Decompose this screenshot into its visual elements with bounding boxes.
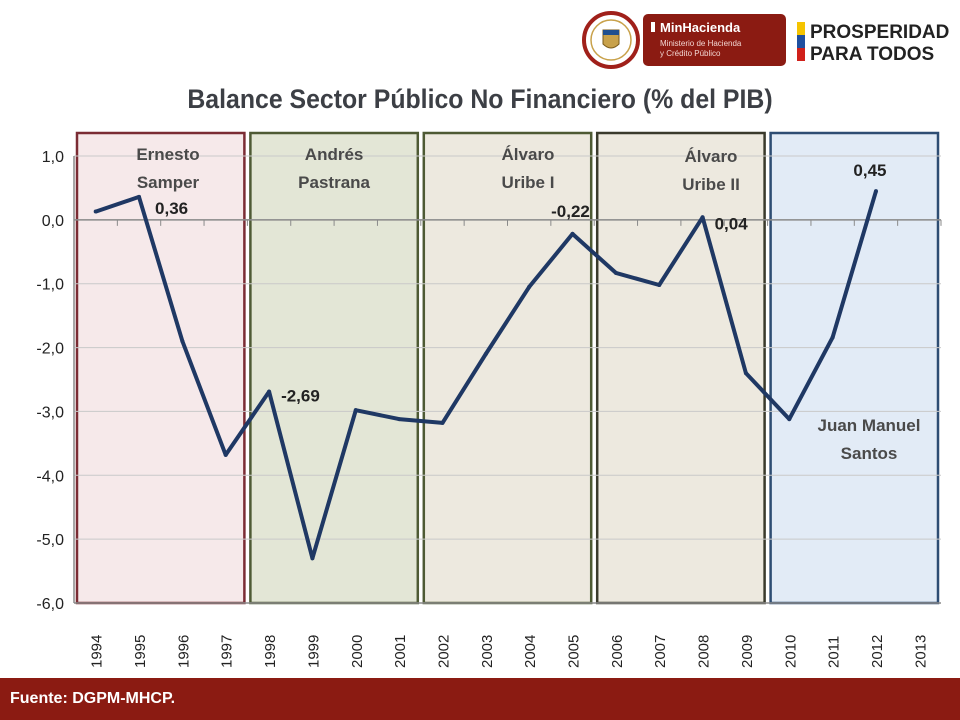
period-label-pastrana: Andrés — [305, 145, 364, 164]
y-tick-label: -5,0 — [36, 532, 64, 549]
data-point — [310, 556, 315, 561]
data-point — [267, 389, 272, 394]
period-label-samper: Samper — [137, 173, 200, 192]
period-box-uribe2 — [595, 131, 766, 605]
x-tick-label: 2002 — [435, 635, 452, 668]
data-point — [700, 215, 705, 220]
data-point — [613, 270, 618, 275]
period-label-uribe1: Álvaro — [502, 145, 555, 164]
minhacienda-logo: MinHacienda Ministerio de Hacienda y Cré… — [643, 14, 786, 66]
data-label: 0,04 — [715, 214, 749, 233]
x-tick-label: 2009 — [739, 635, 756, 668]
y-tick-label: -6,0 — [36, 596, 64, 613]
footer-bar: Fuente: DGPM-MHCP. — [0, 678, 960, 720]
y-tick-label: -4,0 — [36, 468, 64, 485]
x-tick-label: 2005 — [566, 635, 583, 668]
prosperidad-line2: PARA TODOS — [810, 44, 934, 65]
x-tick-label: 2008 — [696, 635, 713, 668]
data-point — [93, 209, 98, 214]
x-tick-label: 1997 — [219, 635, 236, 668]
ministry-logo-name: MinHacienda — [660, 20, 741, 35]
x-tick-label: 2010 — [782, 635, 799, 668]
period-box-uribe1 — [422, 131, 593, 605]
period-box-santos — [769, 131, 940, 605]
source-note: Fuente: DGPM-MHCP. — [10, 690, 176, 707]
x-tick-label: 1995 — [132, 635, 149, 668]
data-label: 0,45 — [853, 161, 886, 180]
logos-svg: MinHacienda Ministerio de Hacienda y Cré… — [582, 11, 949, 69]
data-point — [483, 351, 488, 356]
data-point — [830, 335, 835, 340]
x-tick-label: 2001 — [392, 635, 409, 668]
x-tick-label: 2003 — [479, 635, 496, 668]
y-tick-label: -2,0 — [36, 341, 64, 358]
ministry-logo-sub1: Ministerio de Hacienda — [660, 39, 742, 48]
x-tick-label: 1999 — [305, 635, 322, 668]
x-tick-label: 2011 — [826, 636, 843, 668]
data-point — [657, 282, 662, 287]
period-label-uribe1: Uribe I — [502, 173, 555, 192]
y-tick-label: 1,0 — [42, 149, 64, 166]
data-point — [527, 284, 532, 289]
data-point — [397, 417, 402, 422]
data-label: 0,36 — [155, 199, 188, 218]
line-chart: 1,0 0,0 -1,0 -2,0 -3,0 -4,0 -5,0 -6,0 1994 1995 19… — [36, 131, 942, 668]
x-tick-label: 2013 — [912, 635, 929, 668]
data-label: -0,22 — [551, 202, 590, 221]
ministry-logo-sub2: y Crédito Público — [660, 49, 721, 58]
y-tick-label: -1,0 — [36, 277, 64, 294]
data-point — [787, 417, 792, 422]
data-point — [570, 231, 575, 236]
period-box-pastrana — [249, 131, 420, 605]
x-tick-label: 1998 — [262, 635, 279, 668]
x-tick-label: 2000 — [349, 635, 366, 668]
prosperidad-logo: PROSPERIDAD PARA TODOS — [797, 22, 949, 65]
period-label-santos: Santos — [841, 444, 898, 463]
data-point — [180, 339, 185, 344]
y-tick-label: -3,0 — [36, 404, 64, 421]
period-label-santos: Juan Manuel — [818, 416, 921, 435]
header-logos: MinHacienda Ministerio de Hacienda y Cré… — [0, 0, 960, 80]
data-label: -2,69 — [281, 387, 320, 406]
y-tick-label: 0,0 — [42, 213, 64, 230]
chart-title: Balance Sector Público No Financiero (% … — [187, 84, 773, 114]
x-tick-label: 1994 — [89, 635, 106, 668]
period-label-samper: Ernesto — [136, 145, 199, 164]
x-tick-label: 2004 — [522, 635, 539, 668]
x-tick-label: 1996 — [175, 635, 192, 668]
period-label-pastrana: Pastrana — [298, 173, 370, 192]
period-label-uribe2: Álvaro — [685, 147, 738, 166]
data-point — [743, 371, 748, 376]
data-point — [440, 420, 445, 425]
x-tick-label: 2012 — [869, 635, 886, 668]
period-box-samper — [75, 131, 246, 605]
x-tick-label: 2006 — [609, 635, 626, 668]
period-label-uribe2: Uribe II — [682, 175, 740, 194]
data-point — [223, 452, 228, 457]
x-tick-label: 2007 — [652, 635, 669, 668]
data-point — [873, 189, 878, 194]
data-point — [137, 194, 142, 199]
prosperidad-line1: PROSPERIDAD — [810, 22, 949, 43]
colombia-seal-icon — [582, 11, 640, 69]
data-point — [353, 408, 358, 413]
